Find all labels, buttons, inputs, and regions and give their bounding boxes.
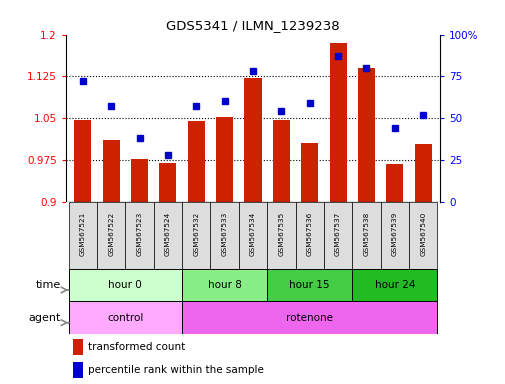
Bar bbox=[216, 117, 233, 202]
Bar bbox=[267, 269, 351, 301]
Text: GSM567523: GSM567523 bbox=[136, 212, 142, 256]
Text: GSM567532: GSM567532 bbox=[193, 212, 199, 256]
Bar bbox=[272, 120, 289, 202]
Bar bbox=[300, 143, 318, 202]
Text: GDS5341 / ILMN_1239238: GDS5341 / ILMN_1239238 bbox=[166, 19, 339, 32]
Text: GSM567535: GSM567535 bbox=[278, 212, 284, 256]
Text: GSM567540: GSM567540 bbox=[419, 212, 425, 256]
Bar bbox=[323, 202, 351, 269]
Bar bbox=[210, 202, 238, 269]
Bar bbox=[182, 269, 267, 301]
Bar bbox=[74, 120, 91, 202]
Text: GSM567522: GSM567522 bbox=[108, 212, 114, 256]
Bar bbox=[238, 202, 267, 269]
Bar bbox=[414, 144, 431, 202]
Text: control: control bbox=[107, 313, 143, 323]
Bar bbox=[69, 301, 182, 334]
Text: rotenone: rotenone bbox=[286, 313, 333, 323]
Bar bbox=[125, 202, 154, 269]
Bar bbox=[408, 202, 436, 269]
Bar bbox=[182, 202, 210, 269]
Text: hour 0: hour 0 bbox=[108, 280, 142, 290]
Bar bbox=[97, 202, 125, 269]
Text: hour 8: hour 8 bbox=[207, 280, 241, 290]
Text: GSM567537: GSM567537 bbox=[334, 212, 340, 256]
Bar bbox=[73, 339, 82, 355]
Bar bbox=[69, 202, 97, 269]
Text: GSM567538: GSM567538 bbox=[363, 212, 369, 256]
Bar bbox=[103, 141, 120, 202]
Text: GSM567539: GSM567539 bbox=[391, 212, 397, 256]
Bar bbox=[380, 202, 408, 269]
Text: percentile rank within the sample: percentile rank within the sample bbox=[88, 365, 264, 375]
Bar bbox=[69, 269, 182, 301]
Text: GSM567534: GSM567534 bbox=[249, 212, 256, 256]
Bar bbox=[159, 163, 176, 202]
Bar bbox=[357, 68, 374, 202]
Bar bbox=[385, 164, 402, 202]
Text: agent: agent bbox=[28, 313, 61, 323]
Bar bbox=[267, 202, 295, 269]
Text: time: time bbox=[35, 280, 61, 290]
Bar bbox=[329, 43, 346, 202]
Bar bbox=[244, 78, 261, 202]
Text: GSM567536: GSM567536 bbox=[306, 212, 312, 256]
Text: hour 24: hour 24 bbox=[374, 280, 414, 290]
Bar bbox=[351, 269, 436, 301]
Bar bbox=[73, 362, 82, 378]
Text: GSM567533: GSM567533 bbox=[221, 212, 227, 256]
Bar bbox=[187, 121, 205, 202]
Text: GSM567521: GSM567521 bbox=[80, 212, 86, 256]
Bar bbox=[131, 159, 148, 202]
Text: transformed count: transformed count bbox=[88, 341, 185, 351]
Bar bbox=[182, 301, 436, 334]
Bar bbox=[295, 202, 323, 269]
Bar bbox=[351, 202, 380, 269]
Text: hour 15: hour 15 bbox=[289, 280, 329, 290]
Bar bbox=[154, 202, 182, 269]
Text: GSM567524: GSM567524 bbox=[165, 212, 171, 256]
